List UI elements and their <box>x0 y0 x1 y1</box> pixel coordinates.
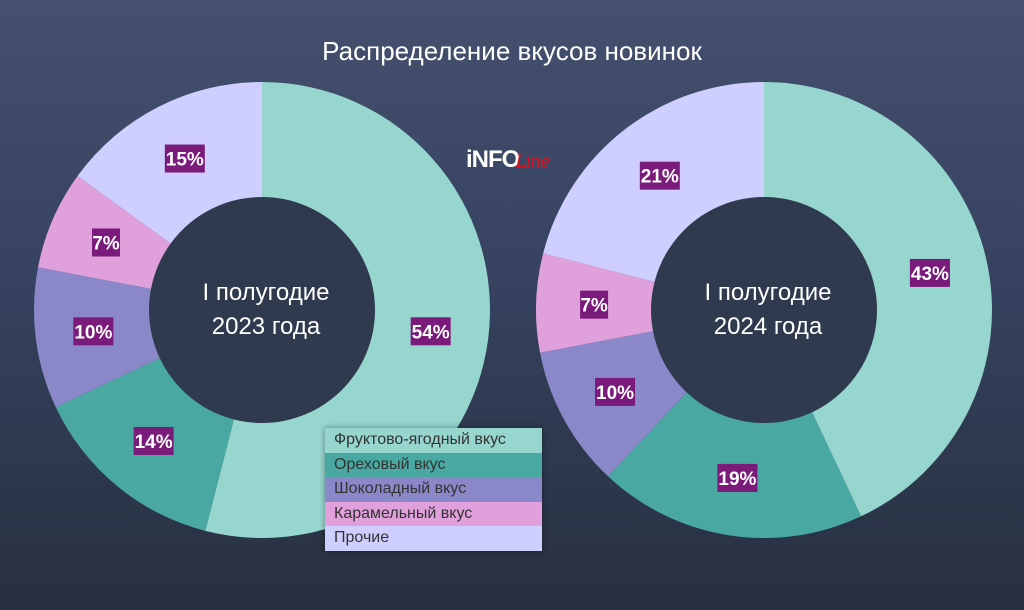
center-label: 2024 года <box>714 313 823 340</box>
legend-item: Ореховый вкус <box>325 452 542 478</box>
donut-hole <box>149 197 375 423</box>
donut-slice <box>536 253 764 353</box>
center-label: I полугодие <box>203 279 330 306</box>
donut-slice <box>764 82 992 517</box>
data-label: 54% <box>412 322 450 343</box>
data-label: 7% <box>92 233 120 254</box>
data-label-bg <box>410 317 451 346</box>
logo-main: iNFO <box>466 146 520 173</box>
donut-slice <box>607 310 862 539</box>
center-label: 2023 года <box>212 313 321 340</box>
data-label: 43% <box>911 264 949 285</box>
legend-item: Шоколадный вкус <box>325 477 542 502</box>
legend-item: Прочие <box>325 526 542 551</box>
data-label: 10% <box>74 322 112 343</box>
data-label-bg <box>909 258 950 287</box>
data-label-bg <box>164 144 205 173</box>
data-label-bg <box>595 377 636 406</box>
legend-item: Фруктово-ягодный вкус <box>325 428 542 453</box>
data-label-bg <box>639 161 680 190</box>
legend-item: Карамельный вкус <box>325 501 542 527</box>
chart-title: Распределение вкусов новинок <box>322 36 702 66</box>
logo-accent: Line <box>515 152 550 172</box>
data-label: 15% <box>166 150 204 171</box>
data-label-bg <box>133 426 174 455</box>
data-label: 10% <box>596 383 634 404</box>
data-label-bg <box>580 290 609 319</box>
data-label-bg <box>717 463 758 492</box>
legend: Фруктово-ягодный вкус Ореховый вкус Шоко… <box>325 428 542 551</box>
data-label: 19% <box>718 469 756 490</box>
data-label: 14% <box>135 432 173 453</box>
data-label: 21% <box>641 167 679 188</box>
data-label-bg <box>91 228 120 257</box>
infoline-logo: iNFOLine <box>466 146 550 174</box>
donut-hole <box>651 197 877 423</box>
center-label: I полугодие <box>705 279 832 306</box>
data-label: 7% <box>580 296 608 317</box>
data-label-bg <box>73 317 114 346</box>
